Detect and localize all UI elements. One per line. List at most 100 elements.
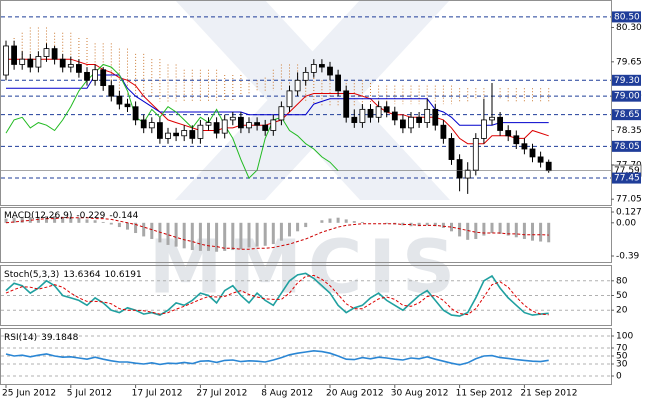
logo-stroke xyxy=(175,0,450,200)
candle-body xyxy=(448,138,455,160)
histogram-bar xyxy=(61,216,65,223)
macd-panel xyxy=(0,207,612,263)
x-tick-label: 20 Aug 2012 xyxy=(326,389,384,399)
candle-body xyxy=(165,132,171,139)
histogram-bar xyxy=(53,216,57,223)
candle-body xyxy=(521,143,528,150)
candle-body xyxy=(375,106,382,118)
x-tick-label: 5 Jul 2012 xyxy=(67,389,112,399)
candle-body xyxy=(132,106,139,121)
x-tick-label: 8 Aug 2012 xyxy=(261,389,313,399)
indicator-value: 13.6364 xyxy=(63,270,100,280)
indicator-line xyxy=(5,274,549,316)
candle-body xyxy=(246,122,252,129)
y-tick-label: 20 xyxy=(616,306,628,316)
candle-body xyxy=(27,58,34,68)
panel-title: MACD(12,26,9) -0.229 -0.144 xyxy=(4,211,139,221)
histogram-bar xyxy=(271,222,275,245)
candle-body xyxy=(367,108,374,118)
histogram-bar xyxy=(490,222,494,234)
candle-body xyxy=(497,116,504,131)
histogram-bar xyxy=(320,220,324,223)
candle-body xyxy=(237,116,244,129)
histogram-bar xyxy=(174,222,178,247)
histogram-bar xyxy=(344,219,348,223)
histogram-bar xyxy=(28,216,32,223)
histogram-bar xyxy=(215,222,219,252)
candle-body xyxy=(489,116,495,121)
candle-body xyxy=(35,56,42,68)
histogram-bar xyxy=(77,217,81,223)
y-tick-label: 77.05 xyxy=(616,195,642,205)
level-label-box xyxy=(612,74,641,86)
candle-body xyxy=(416,116,423,123)
histogram-bar xyxy=(263,222,267,246)
y-tick-label: 30 xyxy=(616,360,628,370)
histogram-bar xyxy=(425,222,429,226)
level-label-box xyxy=(612,172,641,184)
indicator-name: MACD(12,26,9) xyxy=(4,211,72,221)
histogram-bar xyxy=(182,222,186,249)
histogram-bar xyxy=(547,222,551,243)
candle-body xyxy=(359,108,366,123)
candle-body xyxy=(262,124,269,131)
y-tick-label: 80 xyxy=(616,276,628,286)
level-label-box xyxy=(612,109,641,121)
level-label: 78.05 xyxy=(614,142,640,152)
candle-body xyxy=(472,138,479,171)
candle-body xyxy=(108,85,115,97)
indicator-line xyxy=(6,58,549,145)
y-tick-label: 0 xyxy=(616,372,622,382)
panel-title: Stoch(5,3,3) 13.6364 10.6191 xyxy=(4,270,142,280)
histogram-bar xyxy=(417,222,421,227)
candle-body xyxy=(67,64,74,68)
histogram-bar xyxy=(522,222,526,239)
histogram-bar xyxy=(239,222,243,250)
indicator-value: -0.144 xyxy=(109,211,138,221)
y-tick-label: 0.00 xyxy=(616,218,636,228)
level-label-box xyxy=(612,90,641,102)
histogram-bar xyxy=(506,222,510,236)
y-tick-label: 100 xyxy=(616,332,633,342)
candle-body xyxy=(19,58,26,65)
candle-body xyxy=(51,48,58,60)
candle-body xyxy=(59,58,66,68)
indicator-name: RSI(14) xyxy=(4,333,37,343)
candle-body xyxy=(140,119,147,129)
x-tick-label: 11 Sep 2012 xyxy=(456,389,513,399)
candle-body xyxy=(197,124,204,139)
level-label: 77.45 xyxy=(614,174,640,184)
candle-body xyxy=(286,90,293,108)
histogram-bar xyxy=(69,216,73,223)
histogram-bar xyxy=(247,222,251,248)
candle-body xyxy=(310,64,317,73)
histogram-bar xyxy=(93,220,97,223)
histogram-bar xyxy=(279,222,283,241)
watermark-logo xyxy=(175,0,450,200)
candle-body xyxy=(432,108,439,126)
histogram-bar xyxy=(296,222,300,232)
histogram-bar xyxy=(85,219,89,223)
candle-body xyxy=(84,71,90,81)
x-tick-label: 21 Sep 2012 xyxy=(520,389,577,399)
candle-body xyxy=(456,159,463,179)
x-tick-label: 17 Jul 2012 xyxy=(132,389,183,399)
histogram-bar xyxy=(441,222,445,228)
histogram-bar xyxy=(304,222,308,228)
candle-body xyxy=(464,169,471,179)
histogram-bar xyxy=(458,222,462,237)
level-label-box xyxy=(612,11,641,23)
candle-body xyxy=(327,66,333,76)
indicator-value: 39.1848 xyxy=(41,333,78,343)
bid-label: 77.59 xyxy=(614,166,640,176)
candle-body xyxy=(124,103,131,108)
candle-body xyxy=(318,64,325,68)
candle-body xyxy=(391,111,398,121)
candle-body xyxy=(343,90,350,118)
histogram-bar xyxy=(255,222,259,247)
y-tick-label: 78.35 xyxy=(616,126,642,136)
histogram-bar xyxy=(134,222,138,234)
candle-body xyxy=(294,79,301,92)
histogram-bar xyxy=(539,222,543,242)
